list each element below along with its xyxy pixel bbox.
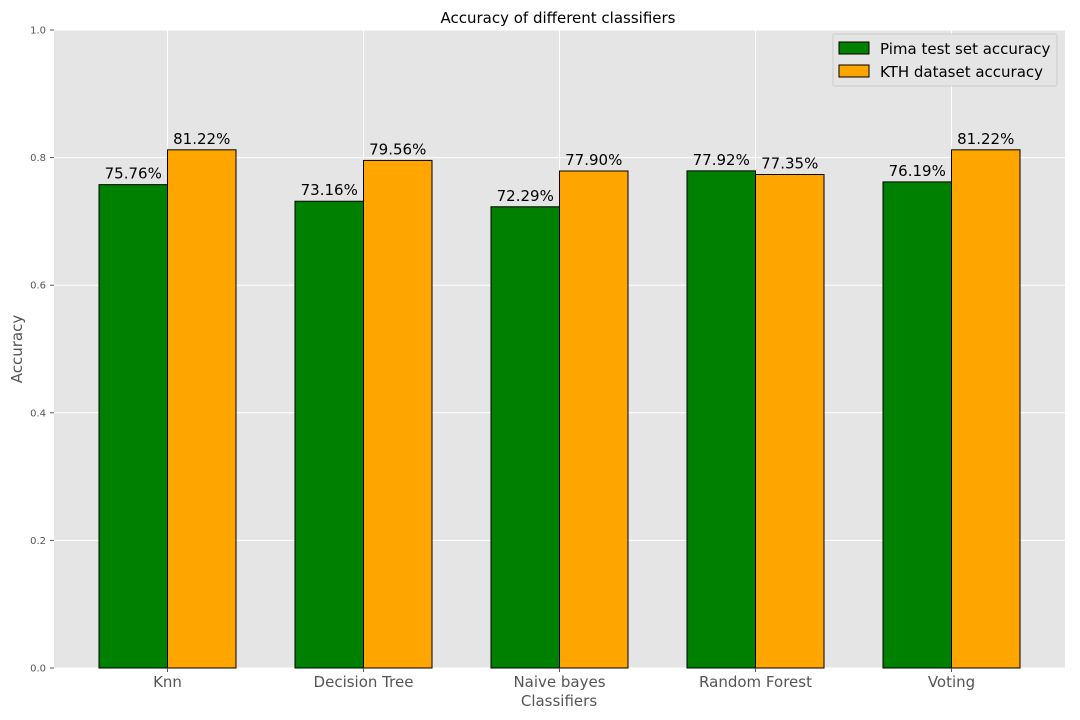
y-tick-label: 0.4 bbox=[30, 408, 46, 419]
y-tick-label: 0.0 bbox=[30, 664, 46, 675]
legend-label-kth: KTH dataset accuracy bbox=[880, 63, 1043, 81]
x-tick-label: Knn bbox=[153, 673, 182, 691]
y-axis-ticks: 0.0 0.2 0.4 0.6 0.8 1.0 bbox=[30, 26, 54, 675]
bar-value-label: 73.16% bbox=[301, 181, 358, 199]
legend: Pima test set accuracy KTH dataset accur… bbox=[833, 34, 1057, 86]
bar-value-label: 81.22% bbox=[957, 130, 1014, 148]
legend-swatch-pima bbox=[839, 42, 869, 54]
x-tick-label: Voting bbox=[928, 673, 975, 691]
bar-kth bbox=[364, 160, 433, 668]
x-axis-label: Classifiers bbox=[521, 692, 597, 710]
bar-value-label: 77.35% bbox=[761, 155, 818, 173]
legend-swatch-kth bbox=[839, 65, 869, 77]
bar-kth bbox=[756, 175, 825, 668]
y-axis-label: Accuracy bbox=[8, 315, 26, 384]
x-axis-ticks: Knn Decision Tree Naive bayes Random Forest… bbox=[153, 668, 975, 691]
bar-value-label: 72.29% bbox=[497, 187, 554, 205]
x-tick-label: Decision Tree bbox=[314, 673, 414, 691]
bar-pima bbox=[99, 185, 168, 668]
y-tick-label: 1.0 bbox=[30, 26, 46, 37]
bar-kth bbox=[952, 150, 1021, 668]
y-tick-label: 0.8 bbox=[30, 153, 46, 164]
chart-title: Accuracy of different classifiers bbox=[440, 9, 675, 27]
x-tick-label: Random Forest bbox=[699, 673, 812, 691]
x-tick-label: Naive bayes bbox=[513, 673, 605, 691]
y-tick-label: 0.2 bbox=[30, 536, 46, 547]
bar-pima bbox=[295, 201, 364, 668]
bar-kth bbox=[168, 150, 237, 668]
bar-value-label: 77.90% bbox=[565, 151, 622, 169]
legend-label-pima: Pima test set accuracy bbox=[880, 40, 1051, 58]
bar-pima bbox=[687, 171, 756, 668]
bar-value-label: 81.22% bbox=[173, 130, 230, 148]
bar-pima bbox=[491, 207, 560, 668]
bar-kth bbox=[560, 171, 629, 668]
bar-value-label: 79.56% bbox=[369, 140, 426, 158]
bar-value-label: 75.76% bbox=[105, 165, 162, 183]
bar-value-label: 77.92% bbox=[693, 151, 750, 169]
bar-value-label: 76.19% bbox=[889, 162, 946, 180]
y-tick-label: 0.6 bbox=[30, 281, 46, 292]
bar-pima bbox=[883, 182, 952, 668]
